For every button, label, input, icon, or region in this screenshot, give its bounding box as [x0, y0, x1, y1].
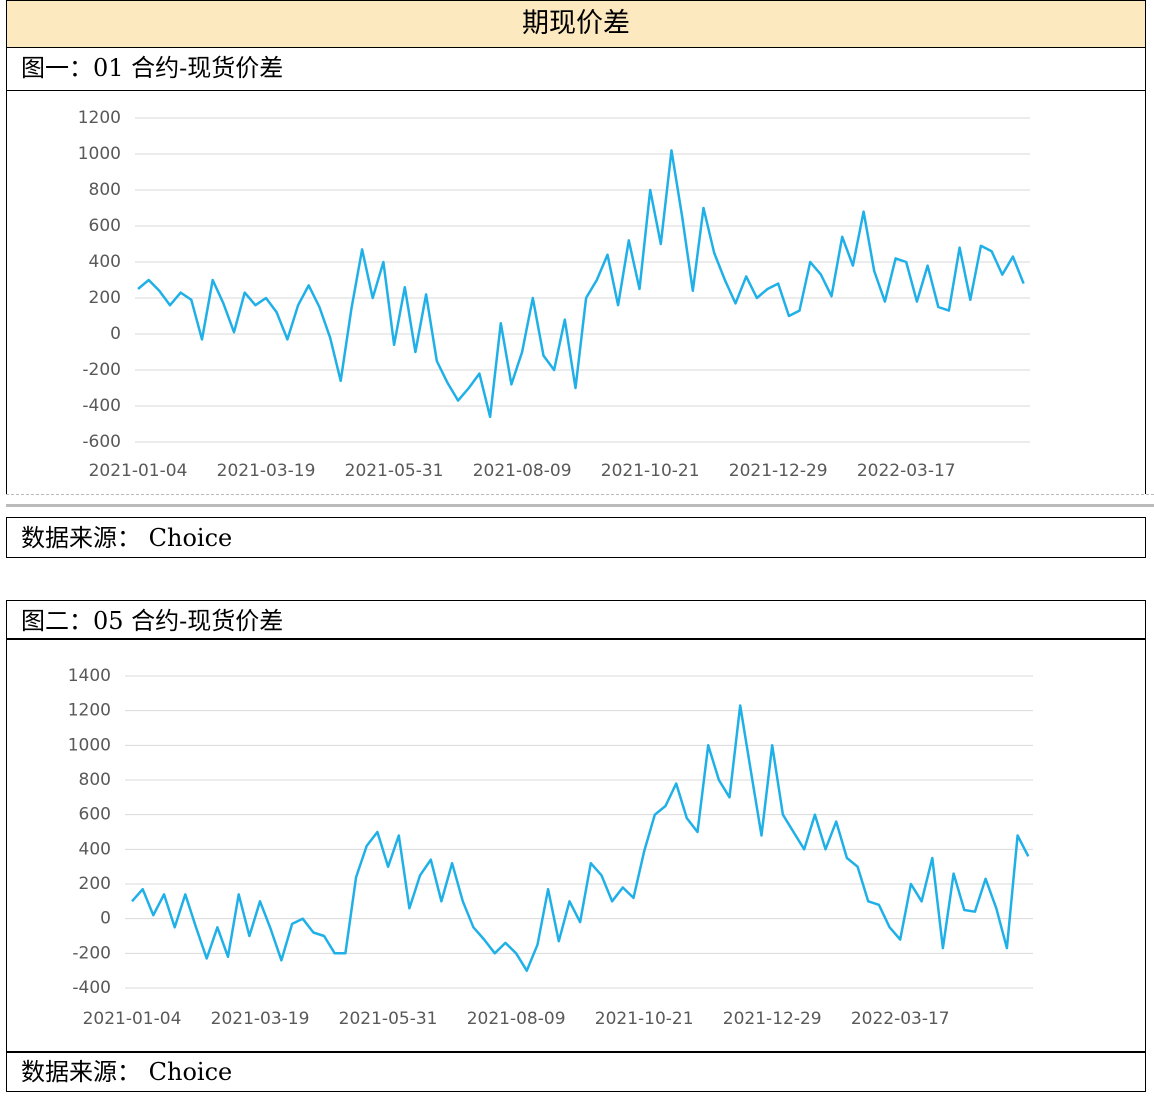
- y-tick-label: 400: [89, 252, 121, 272]
- x-tick-label: 2021-01-04: [83, 1009, 182, 1029]
- data-line: [131, 704, 1030, 972]
- x-tick-label: 2022-03-17: [851, 1009, 950, 1029]
- x-tick-label: 2021-01-04: [89, 461, 188, 481]
- x-tick-label: 2021-03-19: [217, 461, 316, 481]
- x-tick-label: 2021-08-09: [473, 461, 572, 481]
- y-tick-label: 400: [79, 839, 111, 859]
- y-tick-label: 0: [100, 909, 111, 929]
- y-tick-label: -600: [82, 432, 121, 452]
- figure-source: 数据来源： Choice: [6, 1051, 1146, 1092]
- x-tick-label: 2021-05-31: [345, 461, 444, 481]
- y-tick-label: 200: [89, 288, 121, 308]
- y-tick-label: 1000: [68, 735, 111, 755]
- y-tick-label: 1200: [78, 108, 121, 128]
- chart: -600 -400 -200 0 200 400 600 800 1000 1200 2021-01…: [78, 108, 1030, 481]
- x-tick-label: 2021-05-31: [339, 1009, 438, 1029]
- x-tick-label: 2021-12-29: [729, 461, 828, 481]
- chart-cell: -400 -200 0 200 400 600 800 1000 1200 1400 2021-01…: [6, 638, 1146, 1053]
- figure-caption: 图一：01 合约-现货价差: [6, 47, 1146, 91]
- y-tick-label: 800: [79, 770, 111, 790]
- y-tick-label: 600: [79, 805, 111, 825]
- divider: [6, 504, 1154, 507]
- y-tick-label: 800: [89, 180, 121, 200]
- x-tick-label: 2022-03-17: [857, 461, 956, 481]
- y-tick-label: 1400: [68, 666, 111, 686]
- divider: [6, 494, 1154, 495]
- chart-cell: -600 -400 -200 0 200 400 600 800 1000 1200 2021-01…: [6, 90, 1146, 494]
- x-tick-label: 2021-03-19: [211, 1009, 310, 1029]
- y-tick-label: -400: [72, 978, 111, 998]
- y-tick-label: -400: [82, 396, 121, 416]
- y-tick-label: -200: [72, 943, 111, 963]
- x-tick-label: 2021-12-29: [723, 1009, 822, 1029]
- y-tick-label: 1000: [78, 144, 121, 164]
- x-tick-label: 2021-10-21: [601, 461, 700, 481]
- chart: -400 -200 0 200 400 600 800 1000 1200 1400 2021-01…: [68, 666, 1033, 1029]
- data-line: [137, 149, 1025, 419]
- y-tick-label: 1200: [68, 701, 111, 721]
- y-tick-label: 0: [110, 324, 121, 344]
- figure-source: 数据来源： Choice: [6, 517, 1146, 558]
- x-tick-label: 2021-10-21: [595, 1009, 694, 1029]
- y-tick-label: -200: [82, 360, 121, 380]
- y-tick-label: 600: [89, 216, 121, 236]
- figure-caption: 图二：05 合约-现货价差: [6, 600, 1146, 640]
- x-tick-label: 2021-08-09: [467, 1009, 566, 1029]
- header-title: 期现价差: [6, 0, 1146, 48]
- y-tick-label: 200: [79, 874, 111, 894]
